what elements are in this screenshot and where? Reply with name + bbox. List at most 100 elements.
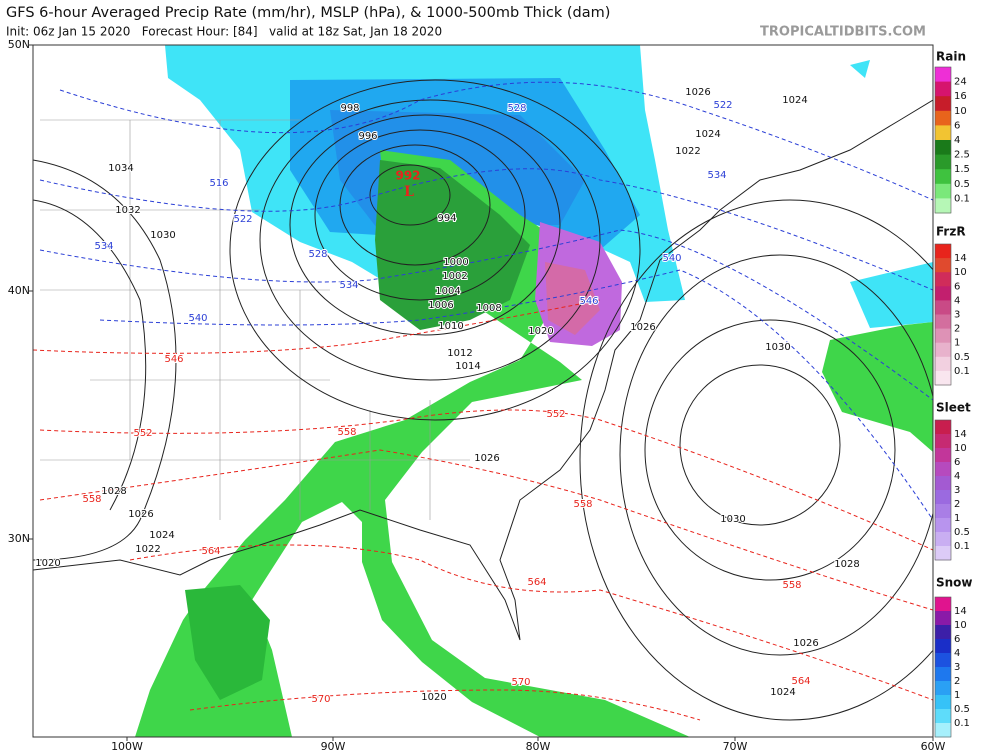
contour-label: 994 xyxy=(437,213,456,224)
legend-swatch xyxy=(935,81,951,97)
legend-frame xyxy=(934,419,952,561)
contour-label: 1026 xyxy=(793,638,818,649)
legend-swatch xyxy=(935,639,951,654)
legend-level: 1 xyxy=(954,338,960,349)
legend-swatch xyxy=(935,272,951,287)
contour-label: 1024 xyxy=(149,530,174,541)
longitude-label: 90W xyxy=(321,740,346,753)
legend-swatch xyxy=(935,518,951,533)
legend-swatch xyxy=(935,532,951,547)
legend-level: 10 xyxy=(954,106,967,117)
legend-frame xyxy=(934,66,952,214)
contour-label: 558 xyxy=(782,580,801,591)
thickness-cold xyxy=(39,81,933,521)
contour-label: 1028 xyxy=(834,559,859,570)
legend-level: 3 xyxy=(954,310,960,321)
contour-label: 528 xyxy=(507,103,526,114)
legend-swatch xyxy=(935,154,951,170)
longitude-label: 80W xyxy=(526,740,551,753)
contour-label: 998 xyxy=(340,103,359,114)
contour-label: 540 xyxy=(188,313,207,324)
contour-label: 1032 xyxy=(115,205,140,216)
contour-label: 1010 xyxy=(438,321,463,332)
legend-level: 6 xyxy=(954,634,960,645)
legend-level: 2.5 xyxy=(954,150,970,161)
contour-label: 528 xyxy=(308,249,327,260)
low-pressure: 992 xyxy=(395,169,420,183)
title: GFS 6-hour Averaged Precip Rate (mm/hr),… xyxy=(6,5,610,21)
subtitle: Init: 06z Jan 15 2020 Forecast Hour: [84… xyxy=(6,25,442,39)
legend-level: 24 xyxy=(954,77,967,88)
legend-level: 6 xyxy=(954,120,960,131)
contour-label: 1022 xyxy=(135,544,160,555)
legend-level: 3 xyxy=(954,662,960,673)
contour-label: 546 xyxy=(579,296,598,307)
legend-swatch xyxy=(935,96,951,112)
legend-title: Snow xyxy=(936,576,973,590)
legend-level: 14 xyxy=(954,606,967,617)
contour-label: 1026 xyxy=(630,322,655,333)
contour-label: 1002 xyxy=(442,271,467,282)
legend-swatch xyxy=(935,709,951,724)
longitude-label: 70W xyxy=(723,740,748,753)
legend-swatch xyxy=(935,356,951,372)
contour-label: 1020 xyxy=(528,326,553,337)
rain-area xyxy=(135,150,690,737)
contour-label: 546 xyxy=(164,354,183,365)
contour-label: 1012 xyxy=(447,348,472,359)
contour-label: 552 xyxy=(546,409,565,420)
watermark: TROPICALTIDBITS.COM xyxy=(760,25,926,40)
legend-level: 6 xyxy=(954,281,960,292)
legend-level: 1 xyxy=(954,690,960,701)
legend-swatch xyxy=(935,667,951,682)
contour-label: 1022 xyxy=(675,146,700,157)
legend-level: 0.1 xyxy=(954,366,970,377)
legend-swatch xyxy=(935,681,951,696)
legend-swatch xyxy=(935,183,951,199)
rain-moderate xyxy=(375,160,530,330)
legend-level: 0.5 xyxy=(954,352,970,363)
contour-label: 534 xyxy=(707,170,726,181)
latitude-label: 30N xyxy=(8,532,30,545)
contour-label: 1006 xyxy=(428,300,453,311)
legend-swatch xyxy=(935,653,951,668)
contour-label: 1014 xyxy=(455,361,480,372)
contour-label: 1008 xyxy=(476,303,501,314)
contour-label: 558 xyxy=(337,427,356,438)
axes: 50N 40N 30N 100W 90W 80W 70W 60W xyxy=(8,38,946,753)
contour-label: 1034 xyxy=(108,163,133,174)
legend-swatch xyxy=(935,611,951,626)
legend-swatch xyxy=(935,300,951,315)
legend-level: 14 xyxy=(954,429,967,440)
legend-level: 1 xyxy=(954,513,960,524)
legend-swatch xyxy=(935,67,951,83)
legend-level: 0.1 xyxy=(954,193,970,204)
legend-swatch xyxy=(935,476,951,491)
contour-label: 1026 xyxy=(474,453,499,464)
legend-swatch xyxy=(935,198,951,214)
contour-label: 564 xyxy=(791,676,810,687)
contour-label: 1024 xyxy=(782,95,807,106)
legend-swatch xyxy=(935,723,951,738)
legend-title: Sleet xyxy=(936,401,971,415)
rain-east xyxy=(822,322,933,452)
coastline xyxy=(33,99,933,641)
legend-title: Rain xyxy=(936,50,966,64)
thickness-warm xyxy=(33,299,933,721)
contour-label: 552 xyxy=(133,428,152,439)
legend-swatch xyxy=(935,286,951,301)
contour-label: 1024 xyxy=(770,687,795,698)
legend-level: 2 xyxy=(954,676,960,687)
legend-level: 14 xyxy=(954,253,967,264)
legend-swatch xyxy=(935,462,951,477)
legend-swatch xyxy=(935,695,951,710)
legend-level: 1.5 xyxy=(954,164,970,175)
contour-label: 522 xyxy=(233,214,252,225)
contour-label: 1000 xyxy=(443,257,468,268)
longitude-label: 60W xyxy=(921,740,946,753)
contour-label: 564 xyxy=(527,577,546,588)
contour-label: 1026 xyxy=(128,509,153,520)
